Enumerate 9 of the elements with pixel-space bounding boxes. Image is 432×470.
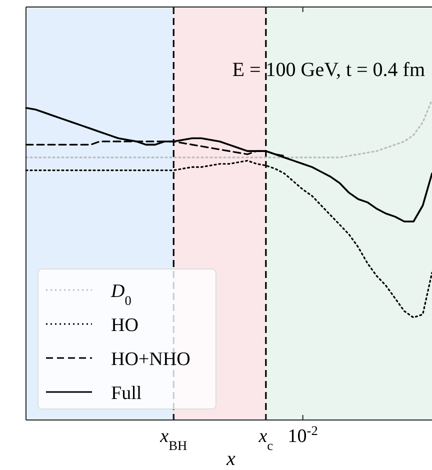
x-tick-label: 10$^{-2}$ xyxy=(288,422,318,447)
legend-label: HO xyxy=(111,315,138,336)
legend-label: Full xyxy=(111,383,142,404)
x-tick-label: x$_{c}$ xyxy=(258,426,274,452)
legend-label: D$_{0}$ xyxy=(110,281,132,308)
x-axis-title: x xyxy=(226,448,236,470)
legend-label: HO+NHO xyxy=(111,349,190,370)
text: E = 100 GeV, t = 0.4 fm xyxy=(232,59,426,81)
x-tick-label: x$_{BH}$ xyxy=(159,426,188,452)
